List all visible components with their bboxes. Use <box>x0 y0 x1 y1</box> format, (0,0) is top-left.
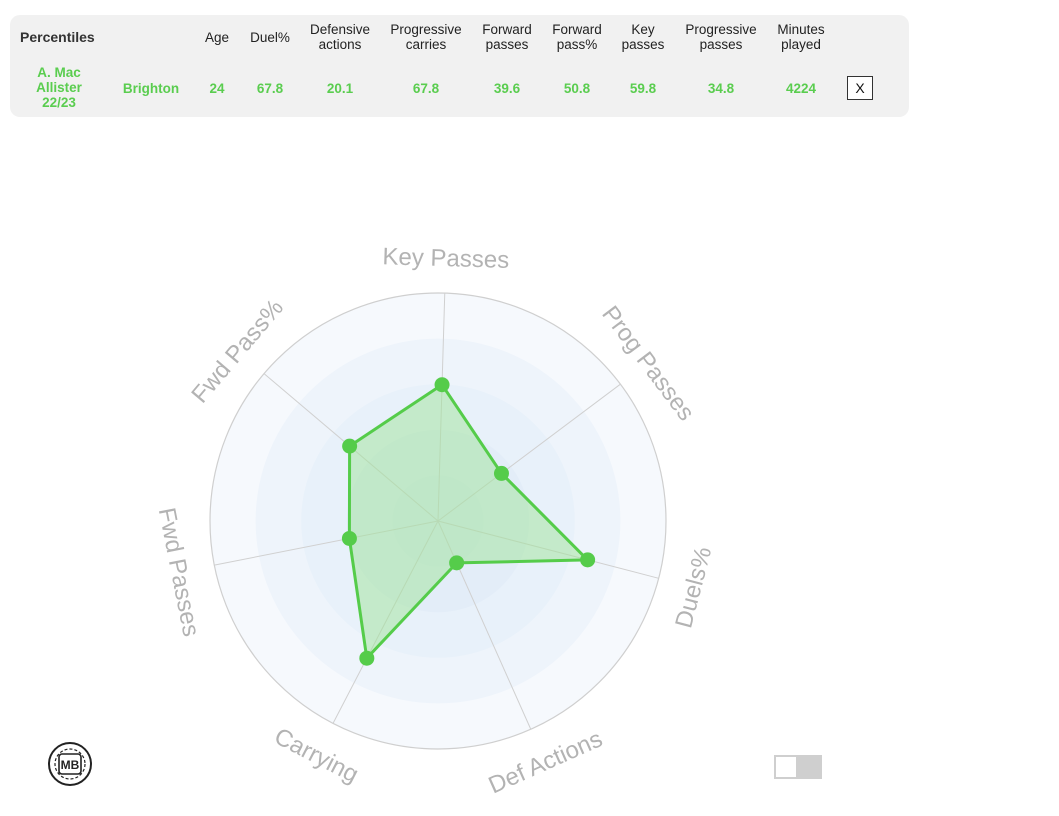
radar-series-area <box>347 383 590 660</box>
value-prog_carries: 67.8 <box>412 81 440 96</box>
value-age: 24 <box>209 81 225 96</box>
column-header-prog_carries: Progressive carries <box>390 22 462 52</box>
value-fwd_pass_pct: 50.8 <box>563 81 591 96</box>
radar-axis-label-4: Carrying <box>270 723 363 789</box>
column-header-key_passes: Key passes <box>621 22 665 52</box>
column-header-def: Defensive actions <box>309 22 371 52</box>
column-header-minutes: Minutes played <box>777 22 825 52</box>
player-name: A. Mac Allister 22/23 <box>36 65 82 110</box>
radar-point-4 <box>359 650 375 666</box>
radar-point-0 <box>434 377 450 393</box>
table-title: Percentiles <box>20 29 95 45</box>
team-name: Brighton <box>122 81 180 96</box>
svg-text:MB: MB <box>61 758 80 772</box>
radar-axis-label-5: Fwd Passes <box>153 505 205 638</box>
column-header-prog_passes: Progressive passes <box>685 22 757 52</box>
radar-point-6 <box>342 438 358 454</box>
value-duel: 67.8 <box>256 81 284 96</box>
column-header-age: Age <box>204 30 230 45</box>
value-key_passes: 59.8 <box>629 81 657 96</box>
value-prog_passes: 34.8 <box>707 81 735 96</box>
value-fwd_passes: 39.6 <box>493 81 521 96</box>
value-def: 20.1 <box>326 81 354 96</box>
close-button[interactable]: X <box>847 76 873 100</box>
view-toggle[interactable] <box>774 755 822 779</box>
column-header-fwd_passes: Forward passes <box>482 22 532 52</box>
football-logo-icon: MB <box>48 742 92 786</box>
percentiles-table <box>10 15 909 117</box>
radar-axis-label-2: Duels% <box>670 544 717 631</box>
toggle-knob[interactable] <box>776 757 796 777</box>
column-header-duel: Duel% <box>250 30 290 45</box>
radar-point-3 <box>449 555 465 571</box>
radar-point-5 <box>341 530 357 546</box>
radar-point-2 <box>580 552 596 568</box>
column-header-fwd_pass_pct: Forward pass% <box>552 22 602 52</box>
value-minutes: 4224 <box>785 81 817 96</box>
radar-axis-label-0: Key Passes <box>382 243 509 274</box>
radar-point-1 <box>493 465 509 481</box>
